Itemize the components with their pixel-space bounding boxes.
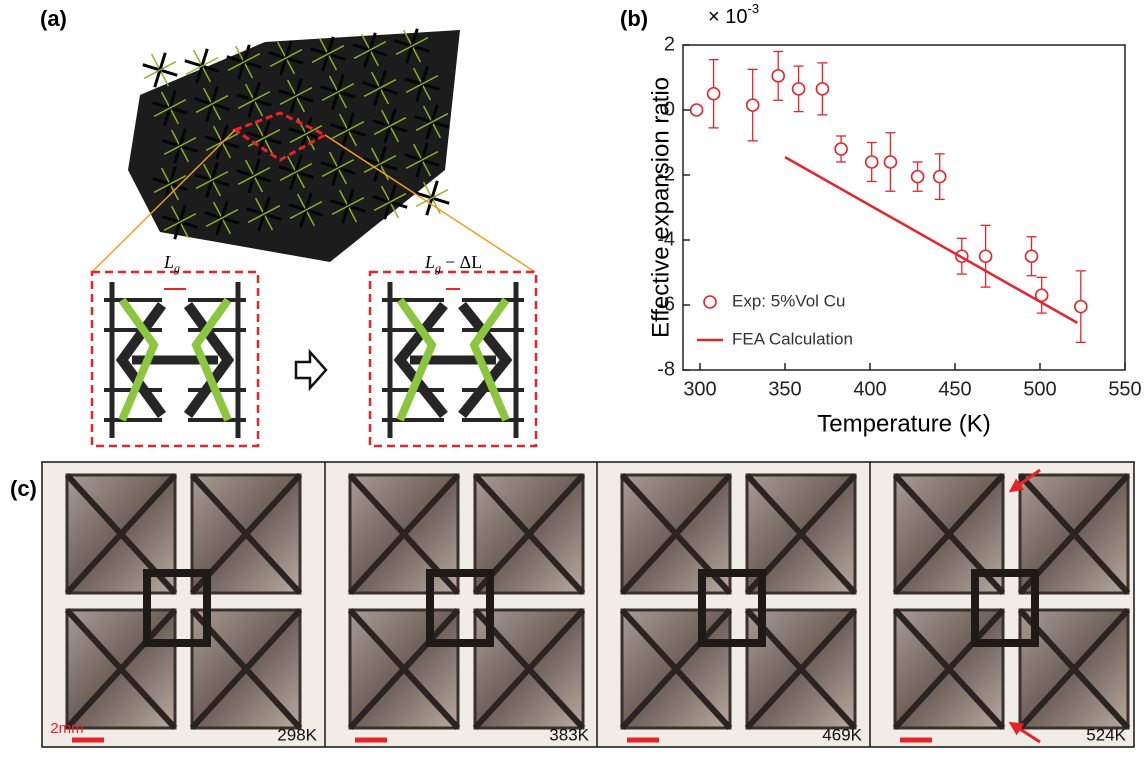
legend-label: FEA Calculation [732, 329, 853, 348]
x-tick-label: 350 [768, 378, 801, 400]
figure: (a) Lg Lg − ΔL (b) × 10-3 300 350 400 450 500 55… [0, 0, 1146, 757]
gap-change-label: Lg − ΔL [424, 252, 482, 275]
photo-strip: 298K 383K 469K 524K 2mm [42, 462, 1134, 747]
temperature-label: 524K [1086, 725, 1126, 744]
x-tick-label: 400 [853, 378, 886, 400]
data-point [835, 143, 847, 155]
legend-swatch [704, 296, 716, 308]
photo: 298K [43, 463, 324, 746]
data-point [747, 99, 759, 111]
gap-subscript: g [174, 261, 180, 275]
x-axis-title: Temperature (K) [817, 410, 990, 437]
data-point [708, 88, 720, 100]
gap-change: − ΔL [445, 252, 482, 272]
photo: 469K [598, 463, 869, 746]
data-point [884, 156, 896, 168]
unit-cell [382, 282, 524, 438]
data-point [691, 104, 703, 116]
data-point [1075, 301, 1087, 313]
gap-symbol: L [163, 252, 174, 272]
plot-frame [683, 45, 1125, 370]
data-point [934, 171, 946, 183]
scale-label: 2mm [50, 720, 83, 737]
y-tick-label: -8 [657, 358, 675, 380]
x-tick-label: 300 [683, 378, 716, 400]
y-multiplier: × 10-3 [708, 1, 759, 28]
data-point [980, 250, 992, 262]
data-point [1026, 250, 1038, 262]
data-point [912, 171, 924, 183]
multiplier-exponent: -3 [747, 1, 759, 16]
legend-label: Exp: 5%Vol Cu [732, 291, 845, 310]
panel-label: (a) [40, 6, 67, 31]
data-point [793, 83, 805, 95]
data-point [866, 156, 878, 168]
x-tick-label: 500 [1023, 378, 1056, 400]
unit-cell [104, 282, 246, 438]
panel-label: (c) [10, 476, 37, 501]
gap-subscript: g [435, 261, 441, 275]
y-axis-title: Effective expansion ratio [647, 77, 674, 338]
gap-label: Lg [163, 252, 180, 275]
x-tick-label: 550 [1108, 378, 1141, 400]
temperature-label: 298K [277, 725, 317, 744]
photo: 383K [326, 463, 596, 746]
lattice-strut [144, 62, 176, 79]
lattice-render [128, 29, 460, 262]
photo: 524K [871, 463, 1133, 746]
transition-arrow [296, 352, 326, 388]
data-point [772, 70, 784, 82]
temperature-label: 469K [822, 725, 862, 744]
panel-label: (b) [620, 6, 648, 31]
x-tick-label: 450 [938, 378, 971, 400]
y-tick-label: 2 [664, 33, 675, 55]
data-point [816, 83, 828, 95]
temperature-label: 383K [549, 725, 589, 744]
gap-symbol: L [424, 252, 435, 272]
multiplier-base: × 10 [708, 6, 747, 28]
